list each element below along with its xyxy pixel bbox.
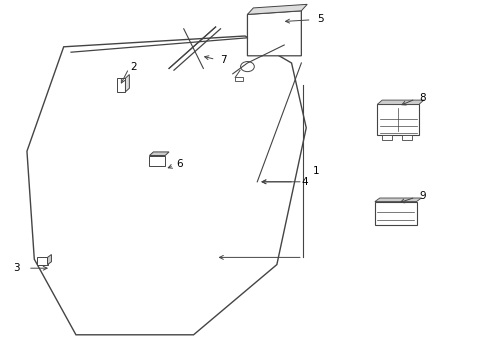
Polygon shape [247, 11, 301, 56]
Polygon shape [382, 135, 392, 140]
Polygon shape [235, 77, 243, 81]
Polygon shape [117, 78, 125, 92]
Polygon shape [247, 4, 307, 14]
Text: 8: 8 [419, 93, 426, 103]
Text: 5: 5 [318, 14, 324, 24]
Text: 2: 2 [130, 62, 137, 72]
Polygon shape [377, 100, 424, 104]
Polygon shape [37, 257, 48, 265]
Text: 4: 4 [301, 177, 308, 187]
Polygon shape [149, 152, 169, 156]
Polygon shape [375, 202, 416, 225]
Text: 6: 6 [176, 159, 183, 169]
Polygon shape [377, 104, 419, 135]
Polygon shape [48, 255, 51, 265]
Polygon shape [125, 75, 129, 92]
Text: 7: 7 [220, 55, 227, 66]
Polygon shape [149, 156, 165, 166]
Text: 9: 9 [419, 191, 426, 201]
Text: 1: 1 [313, 166, 319, 176]
Polygon shape [375, 198, 421, 202]
Text: 3: 3 [13, 263, 20, 273]
Polygon shape [402, 135, 412, 140]
